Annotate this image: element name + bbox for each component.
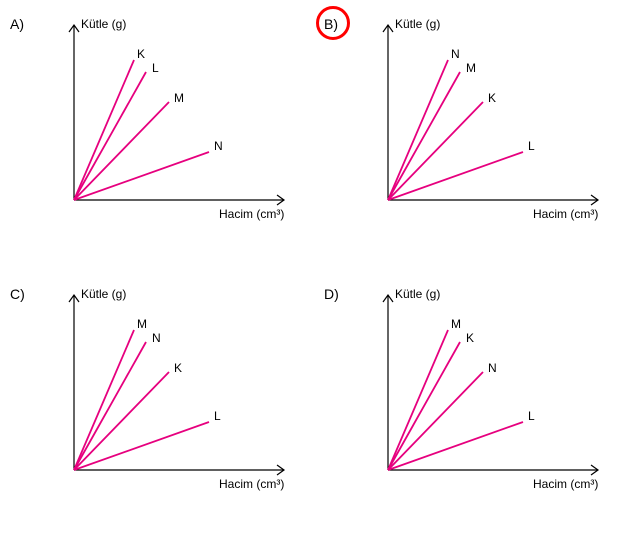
option-c[interactable]: C) Kütle (g) Hacim (cm³) M N K L [10,280,314,520]
label-b-3: L [528,139,535,153]
y-axis-label: Kütle (g) [81,287,126,301]
x-axis-label: Hacim (cm³) [533,477,598,491]
option-b-label: B) [324,16,338,32]
option-d-label: D) [324,286,339,302]
x-axis-label: Hacim (cm³) [533,207,598,221]
y-axis-label: Kütle (g) [395,17,440,31]
label-c-2: K [174,361,182,375]
option-b[interactable]: B) Kütle (g) Hacim (cm³) N M K L [324,10,628,250]
series-d-0 [388,330,448,470]
label-d-2: N [488,361,497,375]
series-d-3 [388,422,523,470]
axes-d [383,295,598,475]
label-a-2: M [174,91,184,105]
series-b-3 [388,152,523,200]
option-a-label: A) [10,16,24,32]
series-b-0 [388,60,448,200]
label-d-1: K [466,331,474,345]
label-d-3: L [528,409,535,423]
axes-a [69,25,284,205]
label-c-0: M [137,317,147,331]
label-b-1: M [466,61,476,75]
y-axis-label: Kütle (g) [395,287,440,301]
axes-b [383,25,598,205]
option-a[interactable]: A) Kütle (g) Hacim (cm³) K L M N [10,10,314,250]
label-b-2: K [488,91,496,105]
label-c-3: L [214,409,221,423]
axes-c [69,295,284,475]
option-a-chart: Kütle (g) Hacim (cm³) K L M N [34,10,314,240]
label-a-0: K [137,47,145,61]
label-a-1: L [152,61,159,75]
label-b-0: N [451,47,460,61]
label-c-1: N [152,331,161,345]
x-axis-label: Hacim (cm³) [219,207,284,221]
series-a-0 [74,60,134,200]
series-c-3 [74,422,209,470]
label-a-3: N [214,139,223,153]
option-c-label: C) [10,286,25,302]
option-c-chart: Kütle (g) Hacim (cm³) M N K L [34,280,314,510]
options-grid: A) Kütle (g) Hacim (cm³) K L M N B) [10,10,628,520]
series-c-0 [74,330,134,470]
x-axis-label: Hacim (cm³) [219,477,284,491]
option-d-chart: Kütle (g) Hacim (cm³) M K N L [348,280,628,510]
option-b-chart: Kütle (g) Hacim (cm³) N M K L [348,10,628,240]
y-axis-label: Kütle (g) [81,17,126,31]
option-d[interactable]: D) Kütle (g) Hacim (cm³) M K N L [324,280,628,520]
label-d-0: M [451,317,461,331]
series-a-3 [74,152,209,200]
